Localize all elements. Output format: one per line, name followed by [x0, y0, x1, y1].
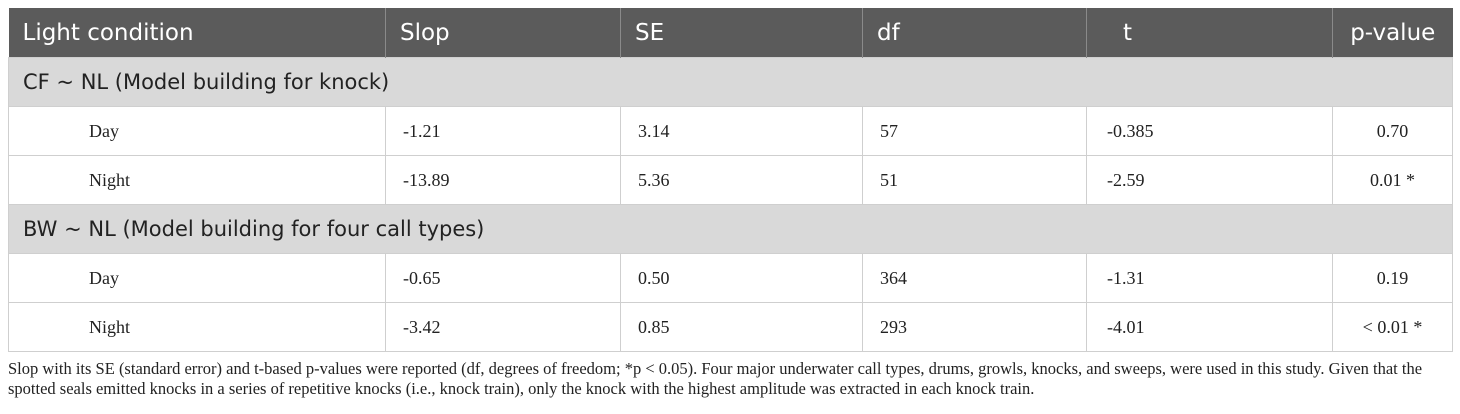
cell: -13.89: [385, 155, 621, 205]
header-cell: t: [1086, 8, 1333, 58]
header-cell: df: [862, 8, 1087, 58]
cell: 0.85: [620, 302, 863, 352]
cell: -1.21: [385, 106, 621, 156]
data-table: Light condition Slop SE df t p-value CF ~ NL …: [8, 8, 1453, 352]
header-cell: p-value: [1332, 8, 1453, 58]
cell: Day: [8, 106, 386, 156]
cell: -1.31: [1086, 253, 1333, 303]
group-title: CF ~ NL (Model building for knock): [8, 57, 1453, 107]
table-body: CF ~ NL (Model building for knock) Day -1.…: [8, 57, 1453, 352]
cell: -3.42: [385, 302, 621, 352]
header-cell: SE: [620, 8, 863, 58]
group-row: CF ~ NL (Model building for knock): [8, 57, 1453, 107]
cell: 364: [862, 253, 1087, 303]
cell: 0.70: [1332, 106, 1453, 156]
cell: Night: [8, 302, 386, 352]
cell: 293: [862, 302, 1087, 352]
cell: 5.36: [620, 155, 863, 205]
cell: 3.14: [620, 106, 863, 156]
cell: -4.01: [1086, 302, 1333, 352]
group-row: BW ~ NL (Model building for four call ty…: [8, 204, 1453, 254]
table-figure: Light condition Slop SE df t p-value CF ~ NL …: [8, 8, 1453, 399]
cell: 0.50: [620, 253, 863, 303]
group-title: BW ~ NL (Model building for four call ty…: [8, 204, 1453, 254]
cell: < 0.01 *: [1332, 302, 1453, 352]
cell: -0.385: [1086, 106, 1333, 156]
data-row: Day -0.65 0.50 364 -1.31 0.19: [8, 253, 1453, 303]
header-cell: Slop: [385, 8, 621, 58]
cell: -0.65: [385, 253, 621, 303]
cell: Night: [8, 155, 386, 205]
cell: 57: [862, 106, 1087, 156]
data-row: Day -1.21 3.14 57 -0.385 0.70: [8, 106, 1453, 156]
data-row: Night -3.42 0.85 293 -4.01 < 0.01 *: [8, 302, 1453, 352]
cell: 51: [862, 155, 1087, 205]
header-cell: Light condition: [8, 8, 386, 58]
data-row: Night -13.89 5.36 51 -2.59 0.01 *: [8, 155, 1453, 205]
header-row: Light condition Slop SE df t p-value: [8, 8, 1453, 58]
footnote: Slop with its SE (standard error) and t-…: [8, 359, 1423, 398]
cell: 0.19: [1332, 253, 1453, 303]
cell: Day: [8, 253, 386, 303]
cell: -2.59: [1086, 155, 1333, 205]
cell: 0.01 *: [1332, 155, 1453, 205]
